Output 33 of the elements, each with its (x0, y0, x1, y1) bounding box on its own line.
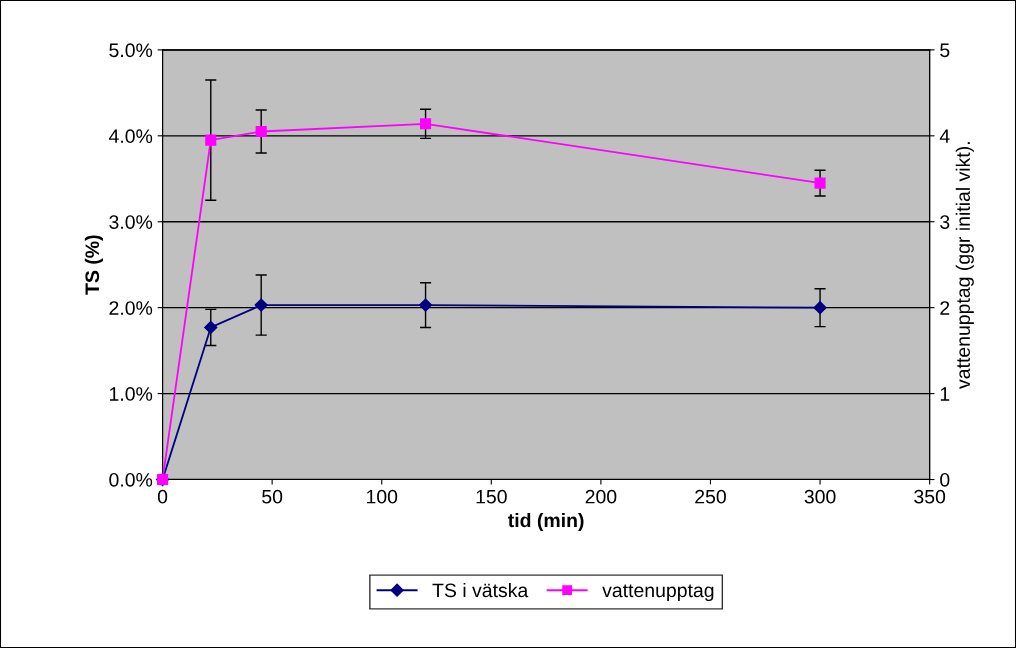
point (204, 320, 218, 335)
legend-label: TS i vätska (432, 582, 529, 598)
y-tick-label: 0.0% (109, 472, 153, 487)
point (420, 118, 432, 130)
y2-tick-label: 0 (940, 472, 950, 487)
x-tick-label: 100 (366, 489, 398, 504)
x-tick-label: 350 (914, 489, 946, 504)
point (418, 298, 433, 312)
x-tick-label: 150 (476, 489, 507, 504)
y2-axis-title: vattenupptag (ggr initial vikt). (955, 142, 974, 389)
y-tick-label: 1.0% (110, 387, 153, 401)
point (814, 177, 826, 189)
point (813, 301, 827, 315)
legend-label: vattenupptag (602, 584, 714, 602)
y-tick-label: 2.0% (109, 301, 153, 315)
point (205, 134, 217, 146)
point (254, 298, 268, 312)
y2-tick-label: 1 (940, 387, 950, 401)
y2-tick-label: 4 (939, 129, 950, 143)
y2-tick-label: 2 (940, 301, 950, 315)
y-tick-label: 3.0% (109, 215, 153, 229)
x-tick-label: 200 (585, 489, 617, 504)
y-tick-label: 4.0% (108, 129, 153, 144)
y-axis-title: TS (%) (84, 235, 103, 295)
y2-tick-label: 3 (940, 215, 950, 229)
y-tick-label: 5.0% (109, 43, 153, 58)
x-tick-label: 50 (262, 489, 283, 504)
x-axis-title: tid (min) (508, 512, 584, 532)
x-tick-label: 250 (695, 489, 726, 504)
y2-tick-label: 5 (940, 43, 950, 58)
point (255, 125, 267, 138)
x-tick-label: 0 (157, 489, 168, 504)
x-tick-label: 300 (804, 489, 836, 504)
